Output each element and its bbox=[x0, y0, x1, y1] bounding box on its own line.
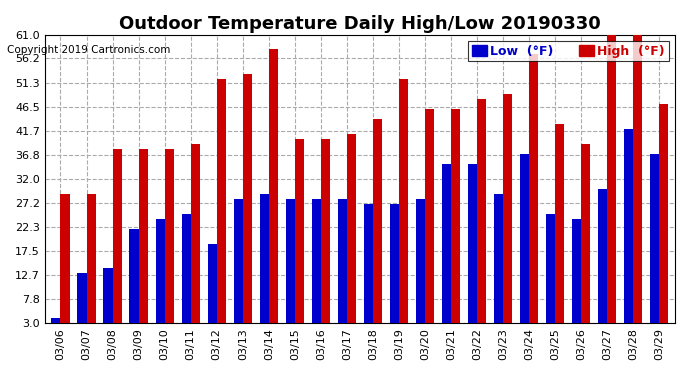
Bar bbox=[529, 54, 538, 338]
Bar bbox=[416, 199, 425, 338]
Bar bbox=[607, 34, 616, 338]
Bar bbox=[598, 189, 607, 338]
Bar bbox=[259, 194, 269, 338]
Bar bbox=[217, 80, 226, 338]
Bar bbox=[295, 139, 304, 338]
Bar bbox=[104, 268, 112, 338]
Bar bbox=[347, 134, 356, 338]
Bar bbox=[130, 229, 139, 338]
Bar bbox=[112, 149, 121, 338]
Bar bbox=[338, 199, 347, 338]
Bar bbox=[390, 204, 399, 338]
Bar bbox=[442, 164, 451, 338]
Bar bbox=[61, 194, 70, 338]
Bar bbox=[234, 199, 243, 338]
Bar bbox=[181, 214, 190, 338]
Bar bbox=[269, 50, 278, 338]
Bar bbox=[165, 149, 174, 338]
Title: Outdoor Temperature Daily High/Low 20190330: Outdoor Temperature Daily High/Low 20190… bbox=[119, 15, 601, 33]
Bar bbox=[572, 219, 581, 338]
Bar bbox=[286, 199, 295, 338]
Bar bbox=[555, 124, 564, 338]
Bar bbox=[633, 34, 642, 338]
Bar bbox=[364, 204, 373, 338]
Bar bbox=[399, 80, 408, 338]
Bar bbox=[139, 149, 148, 338]
Bar bbox=[546, 214, 555, 338]
Bar bbox=[373, 119, 382, 338]
Bar bbox=[468, 164, 477, 338]
Bar bbox=[624, 129, 633, 338]
Bar bbox=[477, 99, 486, 338]
Legend: Low  (°F), High  (°F): Low (°F), High (°F) bbox=[468, 41, 669, 61]
Bar bbox=[660, 104, 669, 338]
Bar bbox=[581, 144, 591, 338]
Bar bbox=[51, 318, 61, 338]
Bar bbox=[494, 194, 503, 338]
Bar bbox=[77, 273, 86, 338]
Bar bbox=[155, 219, 165, 338]
Bar bbox=[208, 243, 217, 338]
Bar bbox=[451, 109, 460, 338]
Bar bbox=[312, 199, 321, 338]
Bar bbox=[190, 144, 200, 338]
Bar bbox=[86, 194, 96, 338]
Bar bbox=[503, 94, 512, 338]
Bar bbox=[425, 109, 434, 338]
Bar bbox=[243, 74, 252, 338]
Bar bbox=[321, 139, 330, 338]
Bar bbox=[520, 154, 529, 338]
Bar bbox=[650, 154, 660, 338]
Text: Copyright 2019 Cartronics.com: Copyright 2019 Cartronics.com bbox=[7, 45, 170, 55]
